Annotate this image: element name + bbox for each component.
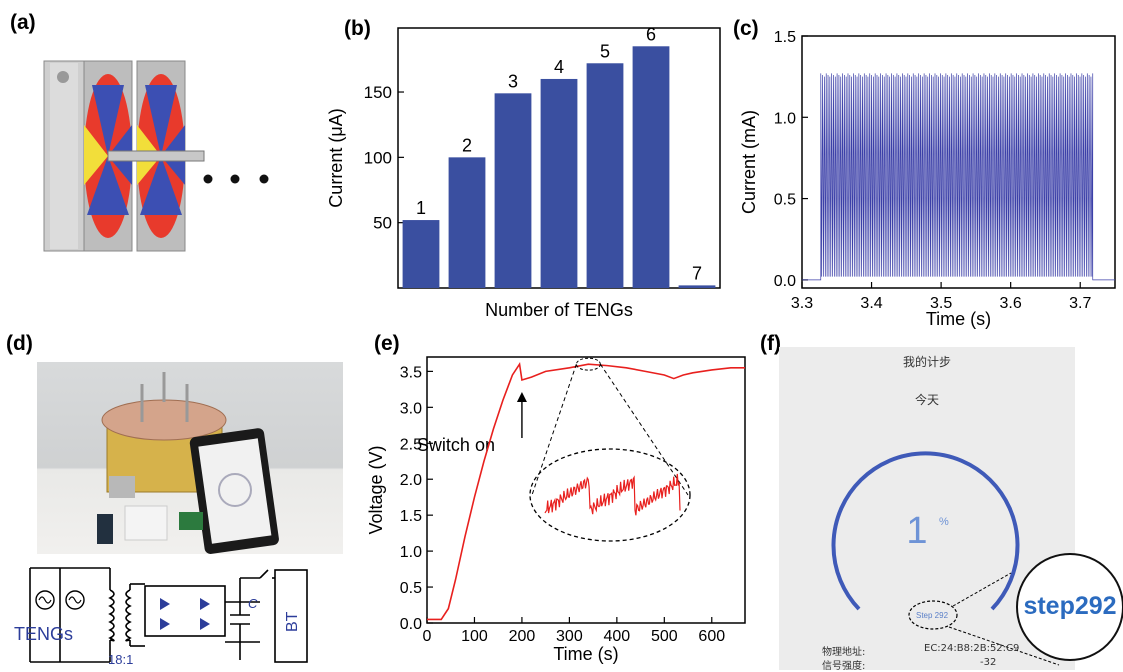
progress-percent: 1	[906, 510, 927, 552]
x-tick-label: 300	[556, 628, 583, 645]
zoom-trace	[544, 473, 681, 516]
bar	[632, 46, 670, 288]
x-axis-label: Time (s)	[553, 644, 618, 664]
x-tick-label: 0	[423, 628, 432, 645]
x-tick-label: 3.4	[860, 295, 882, 312]
y-tick-label: 1.5	[774, 29, 796, 46]
step-count-zoom: step292	[1023, 592, 1117, 620]
x-tick-label: 200	[509, 628, 536, 645]
app-title: 我的计步	[902, 355, 951, 369]
panel-label-c: (c)	[733, 17, 759, 40]
y-tick-label: 3.0	[400, 400, 422, 417]
annotation-arrowhead	[516, 392, 527, 402]
progress-ring	[831, 451, 1020, 611]
y-tick-label: 2.0	[400, 472, 422, 489]
circuit-ratio-label: 18:1	[108, 652, 133, 667]
zoom-line	[599, 363, 689, 496]
teng-stack-schematic	[43, 60, 269, 252]
panel-label-a: (a)	[10, 11, 36, 34]
bar-data-label: 4	[554, 57, 564, 77]
x-axis-label: Time (s)	[926, 309, 991, 329]
ellipsis-dot	[203, 174, 213, 184]
voltage-trace	[427, 362, 745, 621]
signal-label: 信号强度:	[822, 661, 866, 672]
zoom-line	[531, 364, 577, 496]
panel-label-d: (d)	[6, 332, 33, 355]
mac-value: EC:24:B8:2B:52:C9	[924, 643, 1020, 654]
switch-on-annotation: Switch on	[417, 435, 495, 455]
x-axis-label: Number of TENGs	[485, 300, 633, 320]
plot-frame	[801, 35, 1116, 289]
chart-b: 50 100 150 1 2 3 4 5 6 7 Number of TENGs Current (μ…	[326, 24, 721, 320]
percent-sign: %	[939, 516, 949, 528]
y-axis-label: Current (mA)	[739, 110, 759, 214]
ellipsis-dot	[259, 174, 269, 184]
bar-data-label: 5	[600, 41, 610, 61]
x-tick-label: 3.3	[791, 295, 813, 312]
x-tick-label: 100	[461, 628, 488, 645]
bar	[448, 157, 486, 288]
x-tick-label: 3.5	[930, 295, 952, 312]
bar	[678, 285, 716, 288]
capacitor-label: C	[248, 596, 258, 611]
y-tick-label: 1.0	[774, 110, 796, 127]
y-tick-label: 0.5	[774, 192, 796, 209]
load-label: BT	[284, 611, 301, 632]
y-tick-label: 0.0	[774, 273, 796, 290]
y-tick-label: 1.5	[400, 508, 422, 525]
panel-label-f: (f)	[760, 332, 781, 355]
signal-value: -32	[980, 657, 997, 668]
bar	[402, 220, 440, 288]
bar-data-label: 3	[508, 71, 518, 91]
y-tick-label: 1.0	[400, 544, 422, 561]
y-tick-label: 50	[373, 214, 392, 233]
y-axis-label: Voltage (V)	[366, 445, 386, 534]
panel-label-e: (e)	[374, 332, 400, 355]
panel-label-b: (b)	[344, 17, 371, 40]
chart-e: Switch on 0 100 200 300 400 500 600 0.0 0.5 1.0 1.…	[366, 356, 746, 664]
x-tick-label: 500	[651, 628, 678, 645]
bar-data-label: 6	[646, 24, 656, 44]
ellipsis-dot	[230, 174, 240, 184]
x-tick-label: 3.6	[1000, 295, 1022, 312]
x-tick-label: 3.7	[1069, 295, 1091, 312]
chart-c: 3.3 3.4 3.5 3.6 3.7 0.0 0.5 1.0 1.5 Time (s) Curre…	[739, 29, 1116, 329]
y-tick-label: 100	[364, 148, 392, 167]
y-axis-label: Current (μA)	[326, 108, 346, 207]
zoom-inset	[529, 448, 691, 542]
step-zoom-circle: step292	[1016, 553, 1123, 661]
bar	[494, 93, 532, 288]
circuit-diagram: TENGs 18:1 C BT	[14, 567, 308, 667]
mac-label: 物理地址:	[822, 647, 866, 658]
bar-data-label: 7	[692, 263, 702, 283]
bar	[586, 63, 624, 288]
setup-photo	[37, 362, 343, 554]
today-label: 今天	[914, 393, 939, 407]
plot-frame	[426, 356, 746, 624]
y-tick-label: 150	[364, 83, 392, 102]
y-tick-label: 2.5	[400, 436, 422, 453]
bar-data-label: 1	[416, 198, 426, 218]
bar-data-label: 2	[462, 135, 472, 155]
circuit-source-label: TENGs	[14, 624, 73, 644]
current-trace	[802, 73, 1115, 281]
y-tick-label: 3.5	[400, 364, 422, 381]
y-tick-label: 0.5	[400, 580, 422, 597]
bar	[540, 78, 578, 288]
x-tick-label: 400	[603, 628, 630, 645]
x-tick-label: 600	[698, 628, 725, 645]
y-tick-label: 0.0	[400, 616, 422, 633]
step-count-small: Step 292	[916, 611, 949, 620]
